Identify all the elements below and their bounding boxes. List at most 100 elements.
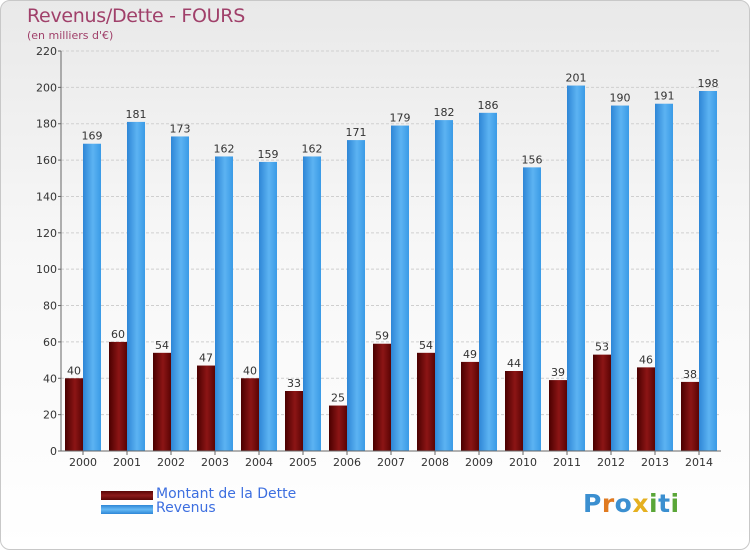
data-label-debt-2008: 54	[419, 339, 433, 352]
data-label-debt-2004: 40	[243, 364, 257, 377]
y-tick-label: 140	[36, 190, 57, 203]
bar-revenue-2013	[655, 103, 673, 452]
data-label-revenue-2000: 169	[82, 130, 103, 143]
data-label-debt-2012: 53	[595, 341, 609, 354]
x-tick-label-2000: 2000	[69, 456, 97, 469]
x-tick-label-2003: 2003	[201, 456, 229, 469]
bar-debt-2013	[637, 367, 655, 451]
bar-debt-2007	[373, 343, 391, 451]
bar-debt-2009	[461, 361, 479, 451]
x-tick-label-2004: 2004	[245, 456, 273, 469]
y-tick-label: 80	[43, 300, 57, 313]
data-label-debt-2007: 59	[375, 330, 389, 343]
bar-debt-2003	[197, 365, 215, 451]
x-tick-label-2013: 2013	[641, 456, 669, 469]
data-label-revenue-2002: 173	[170, 122, 191, 135]
x-tick-label-2010: 2010	[509, 456, 537, 469]
bar-debt-2000	[65, 378, 83, 451]
y-tick-label: 160	[36, 154, 57, 167]
bar-revenue-2008	[435, 120, 453, 451]
x-tick-label-2014: 2014	[685, 456, 713, 469]
x-tick-label-2009: 2009	[465, 456, 493, 469]
legend-label-debt: Montant de la Dette	[156, 486, 297, 502]
data-label-debt-2003: 47	[199, 352, 213, 365]
legend-label-revenue: Revenus	[156, 500, 216, 516]
data-label-revenue-2011: 201	[566, 72, 587, 85]
logo-letter: x	[632, 489, 649, 518]
bar-debt-2014	[681, 381, 699, 451]
bar-revenue-2014	[699, 91, 717, 451]
logo-letter: t	[658, 489, 671, 518]
bar-revenue-2007	[391, 125, 409, 451]
logo-letter: P	[583, 489, 602, 518]
bar-debt-2012	[593, 354, 611, 451]
bar-revenue-2012	[611, 105, 629, 451]
data-label-debt-2009: 49	[463, 348, 477, 361]
data-labels: 40 169 60 181 54 173 47 162 40 159 33 162 25 171 59 179…	[67, 72, 719, 405]
bar-revenue-2009	[479, 112, 497, 452]
y-tick-label: 220	[36, 45, 57, 58]
logo-letter: o	[614, 489, 633, 518]
bar-revenue-2005	[303, 156, 321, 452]
data-label-debt-2000: 40	[67, 364, 81, 377]
data-label-revenue-2001: 181	[126, 108, 147, 121]
legend-swatch-debt	[101, 491, 153, 500]
bar-debt-2004	[241, 378, 259, 451]
y-tick-label: 180	[36, 118, 57, 131]
bar-revenue-2002	[171, 136, 189, 452]
bar-debt-2008	[417, 352, 435, 451]
bar-debt-2011	[549, 380, 567, 451]
bar-revenue-2001	[127, 121, 145, 451]
y-tick-label: 120	[36, 227, 57, 240]
y-tick-label: 0	[50, 445, 57, 458]
x-tick-label-2001: 2001	[113, 456, 141, 469]
x-tick-label-2012: 2012	[597, 456, 625, 469]
data-label-revenue-2014: 198	[698, 77, 719, 90]
data-label-debt-2001: 60	[111, 328, 125, 341]
chart-subtitle: (en milliers d'€)	[27, 29, 114, 42]
bar-revenue-2004	[259, 161, 277, 451]
x-tick-label-2005: 2005	[289, 456, 317, 469]
bar-revenue-2003	[215, 156, 233, 452]
data-label-revenue-2006: 171	[346, 126, 367, 139]
data-label-debt-2002: 54	[155, 339, 169, 352]
x-tick-label-2002: 2002	[157, 456, 185, 469]
axes: 0 20 40 60 80 100 120 140 160 180 200 220 2000 2001 20…	[36, 45, 721, 469]
bar-debt-2006	[329, 405, 347, 451]
legend-swatch-revenue	[101, 505, 153, 514]
data-label-revenue-2010: 156	[522, 153, 543, 166]
data-label-debt-2013: 46	[639, 353, 653, 366]
logo-letter: r	[601, 489, 615, 518]
y-tick-label: 20	[43, 409, 57, 422]
bar-debt-2001	[109, 341, 127, 451]
data-label-debt-2011: 39	[551, 366, 565, 379]
bars	[65, 85, 717, 452]
data-label-revenue-2007: 179	[390, 112, 411, 125]
bar-debt-2002	[153, 352, 171, 451]
data-label-revenue-2004: 159	[258, 148, 279, 161]
logo-letter: i	[670, 489, 680, 518]
data-label-debt-2014: 38	[683, 368, 697, 381]
data-label-debt-2005: 33	[287, 377, 301, 390]
bar-debt-2010	[505, 371, 523, 451]
y-tick-label: 100	[36, 263, 57, 276]
data-label-revenue-2005: 162	[302, 142, 323, 155]
data-label-debt-2006: 25	[331, 392, 345, 405]
data-label-debt-2010: 44	[507, 357, 521, 370]
x-tick-label-2006: 2006	[333, 456, 361, 469]
bar-revenue-2000	[83, 143, 101, 451]
y-tick-label: 200	[36, 81, 57, 94]
x-tick-label-2008: 2008	[421, 456, 449, 469]
x-tick-label-2007: 2007	[377, 456, 405, 469]
y-tick-label: 60	[43, 336, 57, 349]
data-label-revenue-2003: 162	[214, 142, 235, 155]
bar-revenue-2006	[347, 140, 365, 451]
data-label-revenue-2013: 191	[654, 90, 675, 103]
logo-letter: i	[649, 489, 659, 518]
data-label-revenue-2012: 190	[610, 92, 631, 105]
bar-revenue-2010	[523, 167, 541, 451]
x-tick-label-2011: 2011	[553, 456, 581, 469]
data-label-revenue-2009: 186	[478, 99, 499, 112]
